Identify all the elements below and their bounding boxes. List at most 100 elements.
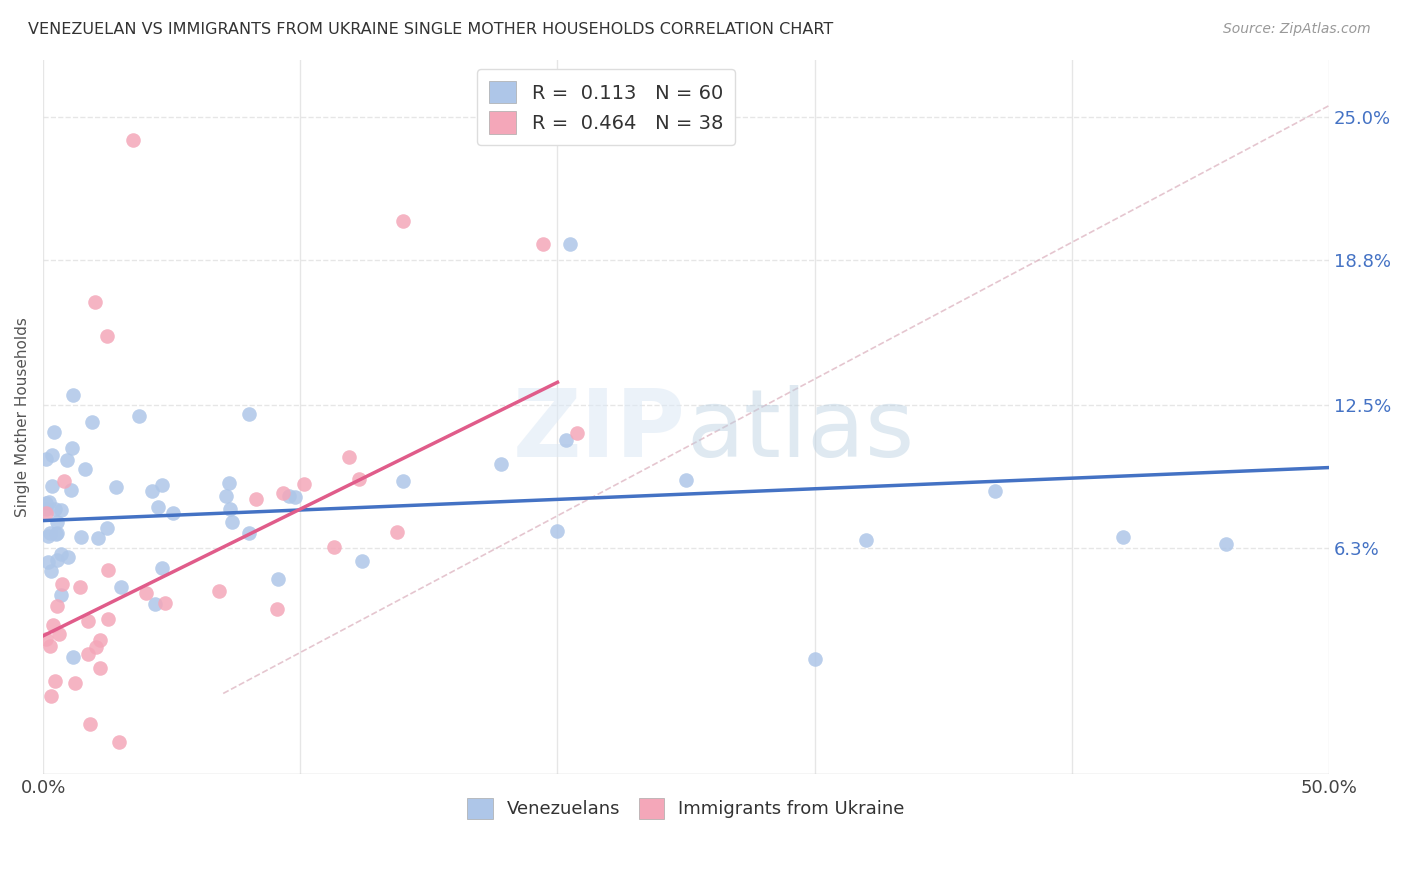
Point <box>89 633 111 648</box>
Point <box>84 640 107 654</box>
Point <box>62 388 84 402</box>
Point <box>392 474 415 488</box>
Point <box>35 506 58 520</box>
Point <box>675 473 697 487</box>
Point <box>218 501 240 516</box>
Point <box>44 673 66 688</box>
Point <box>349 472 371 486</box>
Point <box>42 618 65 632</box>
Point <box>146 500 169 515</box>
Point <box>37 555 59 569</box>
Point <box>150 561 173 575</box>
Point <box>267 572 290 586</box>
Y-axis label: Single Mother Households: Single Mother Households <box>15 317 30 516</box>
Point <box>89 661 111 675</box>
Point <box>41 448 63 462</box>
Point <box>155 596 177 610</box>
Point <box>38 495 60 509</box>
Point <box>489 458 512 472</box>
Text: ZIP: ZIP <box>513 385 686 477</box>
Point <box>35 496 58 510</box>
Point <box>48 626 70 640</box>
Point <box>45 527 67 541</box>
Point <box>337 450 360 464</box>
Point <box>56 549 79 564</box>
Point <box>560 237 582 252</box>
Text: Source: ZipAtlas.com: Source: ZipAtlas.com <box>1223 22 1371 37</box>
Point <box>350 554 373 568</box>
Point <box>1112 530 1135 544</box>
Legend: Venezuelans, Immigrants from Ukraine: Venezuelans, Immigrants from Ukraine <box>460 790 912 826</box>
Point <box>110 580 132 594</box>
Point <box>35 632 58 646</box>
Point <box>1215 536 1237 550</box>
Point <box>69 580 91 594</box>
Point <box>46 552 69 566</box>
Point <box>238 407 260 421</box>
Point <box>51 588 73 602</box>
Point <box>35 502 58 516</box>
Point <box>565 426 588 441</box>
Point <box>79 716 101 731</box>
Point <box>855 533 877 547</box>
Point <box>323 540 346 554</box>
Point <box>75 461 97 475</box>
Point <box>41 478 63 492</box>
Point <box>87 531 110 545</box>
Point <box>46 525 69 540</box>
Point <box>45 515 67 529</box>
Point <box>392 214 415 228</box>
Point <box>39 639 62 653</box>
Point <box>80 416 103 430</box>
Point <box>96 329 118 343</box>
Point <box>531 237 554 252</box>
Point <box>63 675 86 690</box>
Point <box>56 452 79 467</box>
Point <box>387 525 409 540</box>
Point <box>135 586 157 600</box>
Point <box>49 503 72 517</box>
Point <box>60 441 83 455</box>
Point <box>162 506 184 520</box>
Point <box>122 133 145 147</box>
Point <box>107 735 129 749</box>
Point <box>44 502 66 516</box>
Point <box>218 475 240 490</box>
Point <box>221 516 243 530</box>
Point <box>77 615 100 629</box>
Point <box>97 563 120 577</box>
Point <box>35 451 58 466</box>
Point <box>208 584 231 599</box>
Point <box>983 483 1005 498</box>
Point <box>292 476 315 491</box>
Point <box>59 483 82 497</box>
Point <box>128 409 150 424</box>
Point <box>77 647 100 661</box>
Point <box>215 489 238 503</box>
Point <box>39 564 62 578</box>
Point <box>152 478 174 492</box>
Point <box>53 475 76 489</box>
Point <box>96 521 118 535</box>
Point <box>49 547 72 561</box>
Point <box>143 597 166 611</box>
Point <box>51 576 73 591</box>
Point <box>245 492 267 507</box>
Text: VENEZUELAN VS IMMIGRANTS FROM UKRAINE SINGLE MOTHER HOUSEHOLDS CORRELATION CHART: VENEZUELAN VS IMMIGRANTS FROM UKRAINE SI… <box>28 22 834 37</box>
Point <box>69 530 91 544</box>
Point <box>44 425 66 440</box>
Point <box>238 525 260 540</box>
Point <box>141 483 163 498</box>
Point <box>278 489 301 503</box>
Point <box>266 602 288 616</box>
Point <box>97 611 120 625</box>
Point <box>83 294 105 309</box>
Point <box>546 524 568 539</box>
Point <box>271 485 294 500</box>
Point <box>105 480 128 494</box>
Point <box>39 525 62 540</box>
Text: atlas: atlas <box>686 385 914 477</box>
Point <box>45 599 67 613</box>
Point <box>554 433 576 447</box>
Point <box>37 529 59 543</box>
